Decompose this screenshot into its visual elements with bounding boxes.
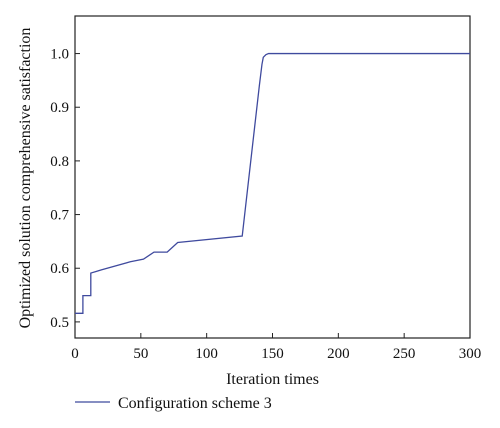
x-tick-label: 300 bbox=[459, 346, 482, 362]
y-tick-label: 0.6 bbox=[50, 261, 69, 277]
x-tick-label: 0 bbox=[71, 346, 79, 362]
y-tick-label: 0.5 bbox=[50, 315, 69, 331]
legend: Configuration scheme 3 bbox=[75, 395, 272, 412]
x-tick-label: 200 bbox=[327, 346, 350, 362]
legend-label: Configuration scheme 3 bbox=[118, 395, 272, 412]
y-tick-label: 0.8 bbox=[50, 154, 69, 170]
x-axis-title: Iteration times bbox=[226, 371, 319, 388]
y-axis: 0.5 0.6 0.7 0.8 0.9 1.0 bbox=[50, 47, 80, 331]
x-tick-label: 100 bbox=[195, 346, 218, 362]
y-tick-label: 0.7 bbox=[50, 208, 69, 224]
x-tick-label: 150 bbox=[261, 346, 284, 362]
series-line bbox=[75, 52, 470, 314]
x-tick-label: 250 bbox=[393, 346, 416, 362]
y-tick-label: 0.9 bbox=[50, 100, 69, 116]
plot-frame bbox=[74, 15, 471, 339]
y-tick-label: 1.0 bbox=[50, 47, 69, 63]
y-axis-title: Optimized solution comprehensive satisfa… bbox=[17, 28, 34, 329]
x-tick-label: 50 bbox=[133, 346, 148, 362]
series-layer bbox=[75, 52, 470, 314]
x-axis: 0 50 100 150 200 250 300 bbox=[71, 333, 481, 362]
